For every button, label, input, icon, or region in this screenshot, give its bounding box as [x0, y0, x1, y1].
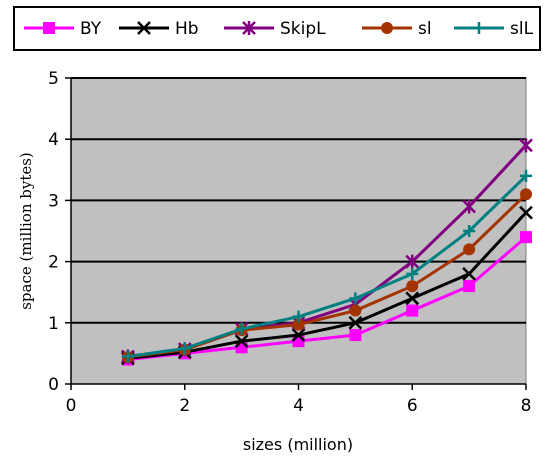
legend-item-Hb: Hb [119, 19, 199, 39]
y-tick-label-3: 3 [48, 191, 59, 211]
y-tick-label-4: 4 [48, 130, 59, 150]
data-point-slL-8 [520, 169, 532, 182]
data-point-Hb-3 [234, 334, 249, 349]
legend: BY Hb SkipL sl slL [13, 6, 541, 51]
legend-item-SkipL: SkipL [224, 19, 326, 39]
data-point-slL-3 [235, 322, 248, 335]
series-line-BY [127, 235, 527, 362]
legend-label-slL: slL [510, 19, 534, 39]
x-tick-label-4: 4 [293, 396, 304, 416]
x-tick-label-6: 6 [407, 396, 418, 416]
data-point-Hb-5 [348, 315, 363, 330]
x-tick-label-2: 2 [179, 396, 190, 416]
legend-marker-x [137, 21, 151, 35]
legend-marker-plus [473, 22, 485, 34]
data-point-sl-8 [520, 188, 532, 201]
series-slL [121, 169, 532, 363]
y-tick-label-1: 1 [48, 314, 59, 334]
y-tick-label-5: 5 [48, 69, 59, 89]
legend-marker-circle [381, 22, 393, 34]
data-point-BY-7 [463, 280, 476, 293]
legend-label-sl: sl [418, 19, 432, 39]
x-tick-labels: 0 2 4 6 8 [66, 384, 532, 416]
legend-item-BY: BY [24, 19, 102, 39]
y-axis-label: space (million bytes) [17, 152, 35, 310]
data-point-SkipL-6 [405, 254, 420, 269]
legend-box [13, 6, 541, 51]
series-layer [120, 138, 533, 366]
data-point-BY-6 [406, 304, 419, 317]
data-point-slL-6 [406, 267, 419, 280]
data-point-SkipL-8 [519, 138, 533, 153]
legend-label-SkipL: SkipL [280, 19, 326, 39]
legend-item-slL: slL [454, 19, 534, 39]
x-tick-label-8: 8 [521, 396, 532, 416]
legend-label-BY: BY [80, 19, 102, 39]
data-point-Hb-4 [291, 328, 306, 342]
data-point-BY-8 [520, 231, 532, 244]
data-point-slL-7 [463, 225, 476, 237]
x-axis-label: sizes (million) [243, 435, 353, 454]
data-point-slL-1 [121, 350, 134, 363]
data-point-BY-5 [349, 329, 362, 342]
data-point-SkipL-7 [462, 199, 477, 214]
legend-label-Hb: Hb [175, 19, 199, 39]
legend-marker-star [242, 21, 256, 35]
data-point-Hb-7 [462, 266, 477, 281]
x-tick-label-0: 0 [66, 396, 77, 416]
data-point-Hb-6 [405, 291, 420, 306]
data-point-sl-5 [349, 304, 362, 317]
data-point-Hb-8 [519, 205, 533, 220]
data-point-sl-7 [463, 243, 476, 256]
data-point-sl-6 [406, 280, 419, 293]
data-point-slL-5 [349, 292, 362, 305]
plot-area [70, 77, 527, 385]
series-line-Hb [127, 211, 528, 360]
series-BY [121, 231, 532, 366]
y-tick-label-2: 2 [48, 253, 59, 273]
legend-marker-square [43, 22, 55, 34]
data-point-sl-4 [292, 318, 305, 331]
legend-item-sl: sl [362, 19, 432, 39]
series-line-slL [127, 174, 528, 358]
data-point-slL-4 [292, 310, 305, 323]
data-point-slL-2 [178, 342, 191, 355]
y-tick-labels: 0 1 2 3 4 5 [48, 69, 71, 395]
y-tick-label-0: 0 [48, 375, 59, 395]
